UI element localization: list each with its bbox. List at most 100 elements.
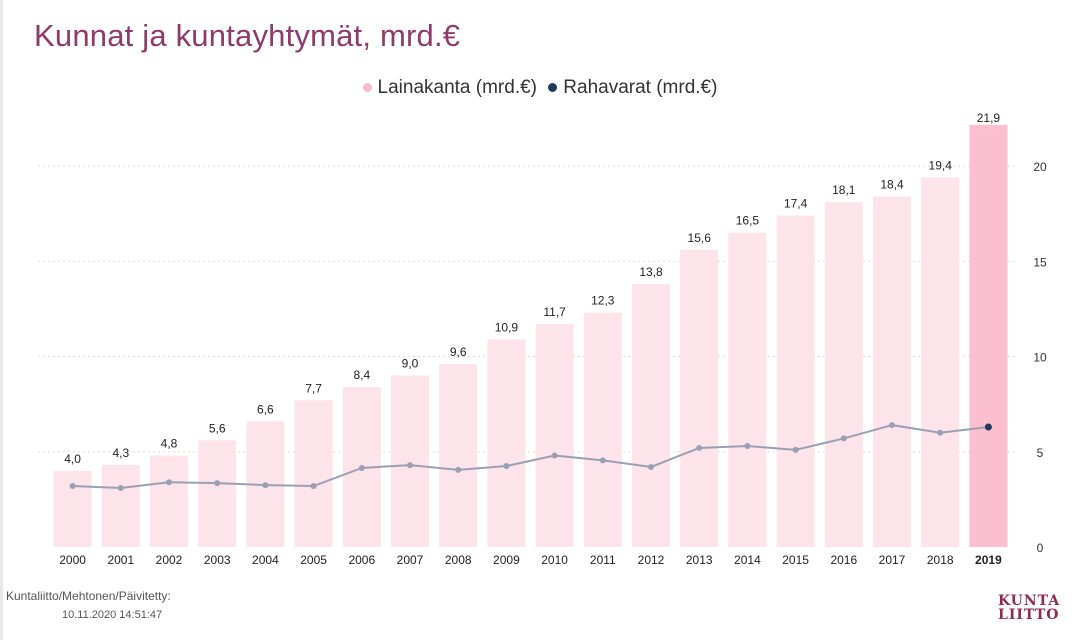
y-tick-label: 0 [1037, 541, 1044, 555]
rahavarat-point [648, 463, 654, 470]
bar [680, 249, 719, 547]
x-tick-label: 2010 [541, 553, 568, 567]
rahavarat-point [599, 457, 606, 464]
x-tick-label: 2015 [782, 553, 809, 567]
bar-value-label: 5,6 [209, 421, 226, 435]
bar [728, 232, 767, 548]
x-tick-label: 2002 [156, 553, 183, 567]
x-tick-label: 2019 [975, 553, 1002, 567]
x-tick-label: 2000 [59, 553, 86, 567]
rahavarat-point [69, 483, 76, 490]
bar-value-label: 8,4 [353, 368, 370, 382]
bar-value-label: 12,3 [591, 294, 615, 308]
x-tick-label: 2014 [734, 553, 761, 567]
y-tick-label: 20 [1033, 160, 1047, 174]
x-tick-label: 2007 [397, 553, 424, 567]
rahavarat-point [214, 480, 221, 487]
bar-value-label: 4,3 [112, 446, 129, 460]
bar [583, 312, 622, 547]
legend-marker-rahavarat [548, 83, 558, 92]
rahavarat-point [407, 462, 413, 469]
bar-value-label: 10,9 [495, 320, 519, 334]
y-tick-label: 15 [1033, 255, 1047, 269]
x-tick-label: 2005 [300, 553, 327, 567]
rahavarat-point [984, 423, 992, 431]
y-tick-label: 5 [1037, 446, 1044, 460]
bar [439, 364, 478, 547]
rahavarat-point [503, 463, 510, 470]
logo-line-2: LIITTO [998, 607, 1060, 623]
rahavarat-line [72, 424, 989, 489]
footer-date: 10.11.2020 14:51:47 [62, 609, 163, 621]
bar [873, 196, 911, 548]
legend-marker-lainakanta [362, 83, 372, 92]
x-tick-label: 2006 [348, 553, 375, 567]
bar [198, 440, 237, 547]
bar [487, 339, 526, 547]
bar-value-label: 18,1 [832, 183, 856, 197]
bar [150, 455, 188, 547]
x-tick-label: 2013 [686, 553, 713, 567]
bar-value-label: 13,8 [639, 265, 663, 279]
bar-value-label: 16,5 [736, 214, 760, 228]
footer-source: Kuntaliitto/Mehtonen/Päivitetty: [6, 589, 171, 603]
x-tick-label: 2009 [493, 553, 520, 567]
bar [921, 177, 960, 547]
bar-value-label: 6,6 [257, 402, 274, 416]
legend-item-lainakanta[interactable]: Lainakanta (mrd.€) [362, 76, 537, 99]
rahavarat-point [889, 422, 895, 429]
rahavarat-point [117, 484, 124, 491]
legend: Lainakanta (mrd.€) Rahavarat (mrd.€) [0, 76, 1080, 99]
rahavarat-point [792, 446, 799, 453]
bar [391, 375, 429, 547]
chart-title: Kunnat ja kuntayhtymät, mrd.€ [34, 18, 461, 53]
y-tick-label: 10 [1033, 351, 1047, 365]
bar-value-label: 4,8 [161, 437, 178, 451]
legend-label-lainakanta: Lainakanta (mrd.€) [377, 76, 537, 98]
bar-value-label: 9,6 [450, 345, 467, 359]
x-tick-label: 2011 [590, 553, 616, 567]
bar [294, 400, 333, 547]
bar-value-label: 11,7 [543, 305, 566, 319]
rahavarat-point [696, 444, 703, 451]
x-tick-label: 2001 [107, 553, 134, 567]
x-tick-label: 2003 [204, 553, 231, 567]
bar [632, 284, 670, 547]
bar [824, 202, 863, 547]
bar-value-label: 18,4 [880, 177, 904, 191]
rahavarat-point [358, 464, 365, 471]
rahavarat-point [455, 466, 462, 473]
bar [776, 215, 815, 547]
rahavarat-point [262, 482, 269, 489]
kuntaliitto-logo: KUNTA LIITTO [998, 594, 1078, 628]
x-tick-label: 2017 [879, 553, 906, 567]
bar-highlight-cap [969, 124, 1008, 130]
x-tick-label: 2016 [830, 553, 857, 567]
x-tick-label: 2008 [445, 553, 472, 567]
bar-value-label: 9,0 [402, 357, 419, 371]
bar-value-label: 7,7 [305, 381, 322, 395]
bar-value-label: 17,4 [784, 197, 808, 211]
bar-value-label: 15,6 [688, 231, 712, 245]
legend-label-rahavarat: Rahavarat (mrd.€) [563, 76, 718, 98]
x-tick-label: 2018 [927, 553, 954, 567]
bar [101, 465, 140, 547]
rahavarat-point [744, 443, 751, 450]
rahavarat-point [166, 479, 172, 486]
x-tick-label: 2004 [252, 553, 279, 567]
rahavarat-point [840, 435, 847, 442]
rahavarat-point [937, 429, 944, 436]
bar [535, 324, 574, 547]
frame-border [0, 0, 3, 640]
legend-item-rahavarat[interactable]: Rahavarat (mrd.€) [548, 77, 717, 99]
x-tick-label: 2012 [638, 553, 665, 567]
bar-value-label: 4,0 [64, 452, 81, 466]
bar-value-label: 19,4 [929, 158, 953, 172]
bar [969, 129, 1008, 547]
rahavarat-point [551, 452, 558, 459]
bar [53, 470, 92, 547]
bar-value-label: 21,9 [977, 111, 1001, 125]
rahavarat-point [310, 483, 317, 490]
logo-line-1: KUNTA [998, 593, 1061, 609]
